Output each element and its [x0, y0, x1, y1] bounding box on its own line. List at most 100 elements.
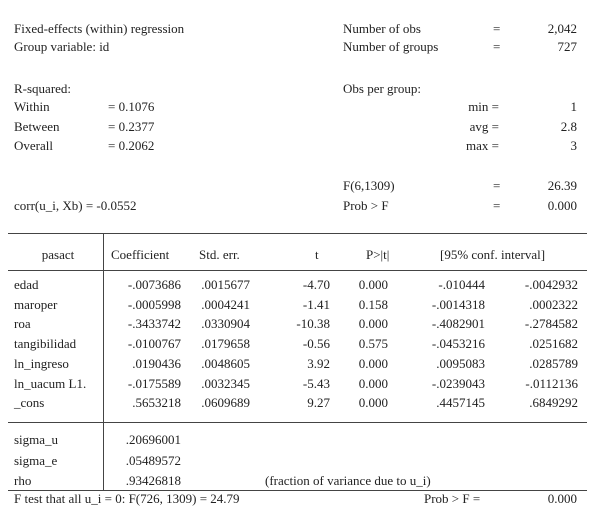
sigma-label: sigma_e [14, 452, 58, 468]
column-header: Coefficient [111, 247, 170, 262]
cell: -.0073686 [127, 277, 181, 292]
sigma-value: .93426818 [125, 473, 181, 488]
rule [8, 490, 587, 491]
obs-value: 1 [570, 99, 578, 114]
correlation: corr(u_i, Xb) = -0.0552 [14, 198, 137, 213]
variable-name: ln_uacum L1. [14, 375, 87, 391]
column-header: P>|t| [366, 247, 390, 262]
cell: .0190436 [132, 355, 181, 371]
cell: -.4082901 [431, 316, 485, 332]
variable-name: ln_ingreso [14, 355, 69, 371]
column-header: Std. err. [199, 247, 240, 262]
cell: -.0239043 [431, 375, 485, 391]
section-label: R-squared: [14, 81, 72, 96]
rsq-value: = 0.2377 [108, 119, 155, 134]
cell: .0179658 [201, 336, 250, 352]
sigma-value: .05489572 [125, 452, 181, 468]
variable-name: tangibilidad [14, 336, 77, 352]
cell: .4457145 [436, 395, 485, 411]
variable-name: roa [14, 316, 31, 332]
rsq-label: Overall [14, 138, 53, 153]
obs-value: 2.8 [560, 119, 577, 134]
cell: 0.158 [358, 296, 388, 312]
cell: .0002322 [529, 296, 578, 312]
cell: -.0100767 [127, 336, 181, 352]
cell: .0048605 [201, 355, 250, 371]
stat-label: Number of obs [343, 21, 421, 36]
cell: .6849292 [529, 395, 578, 411]
section-label: Obs per group: [343, 81, 421, 96]
sigma-label: sigma_u [14, 432, 59, 447]
cell: 3.92 [307, 355, 330, 371]
obs-value: 3 [570, 138, 578, 153]
cell: -5.43 [302, 375, 330, 391]
cell: 9.27 [307, 395, 330, 411]
cell: 0.000 [358, 375, 388, 391]
rule [8, 270, 587, 271]
cell: -.0042932 [524, 277, 578, 292]
cell: .0285789 [529, 355, 578, 371]
obs-label: min = [468, 99, 499, 114]
group-variable: Group variable: id [14, 39, 110, 54]
cell: .0330904 [201, 316, 250, 332]
cell: -10.38 [296, 316, 330, 332]
rule [8, 233, 587, 234]
f-test-label: Prob > F = [424, 491, 481, 506]
rsq-value: = 0.2062 [108, 138, 155, 153]
cell: -.0005998 [127, 296, 181, 312]
cell: -.0453216 [431, 336, 485, 352]
f-test-value: 0.000 [547, 491, 577, 506]
cell: 0.000 [358, 395, 388, 411]
rsq-label: Within [14, 99, 50, 114]
cell: .0015677 [201, 277, 250, 292]
cell: .5653218 [132, 395, 181, 411]
stat-label: Prob > F [343, 198, 389, 213]
column-header: [95% conf. interval] [440, 247, 546, 262]
variable-name: _cons [14, 395, 45, 411]
stat-value: 26.39 [547, 178, 577, 193]
stat-label: F(6,1309) [343, 178, 395, 193]
stat-value: 2,042 [547, 21, 577, 36]
cell: -.010444 [438, 277, 485, 292]
variable-name: edad [14, 277, 39, 292]
stat-value: 727 [557, 39, 578, 54]
cell: .0004241 [201, 296, 250, 312]
f-test: F test that all u_i = 0: F(726, 1309) = … [14, 491, 240, 506]
cell: -.3433742 [127, 316, 181, 332]
obs-label: avg = [469, 119, 499, 134]
equals: = [493, 21, 501, 36]
variable-name: maroper [14, 296, 58, 312]
cell: -0.56 [302, 336, 330, 352]
cell: .0032345 [201, 375, 250, 391]
cell: -1.41 [302, 296, 330, 312]
stat-value: 0.000 [547, 198, 577, 213]
equals: = [493, 39, 501, 54]
divider [103, 233, 104, 490]
note: (fraction of variance due to u_i) [265, 473, 431, 488]
column-header: pasact [41, 247, 75, 262]
cell: .0251682 [529, 336, 578, 352]
rsq-value: = 0.1076 [108, 99, 155, 114]
cell: -.0112136 [525, 375, 578, 391]
cell: .0609689 [201, 395, 250, 411]
equals: = [493, 178, 501, 193]
cell: -.2784582 [524, 316, 578, 332]
stat-label: Number of groups [343, 39, 439, 54]
sigma-label: rho [14, 473, 32, 488]
title: Fixed-effects (within) regression [14, 21, 185, 36]
cell: -.0175589 [127, 375, 181, 391]
sigma-value: .20696001 [125, 432, 181, 447]
rsq-label: Between [14, 119, 60, 134]
cell: 0.000 [358, 277, 388, 292]
cell: 0.000 [358, 316, 388, 332]
cell: .0095083 [436, 355, 485, 371]
column-header: t [315, 247, 319, 262]
cell: -.0014318 [431, 296, 485, 312]
cell: -4.70 [302, 277, 330, 292]
obs-label: max = [466, 138, 499, 153]
equals: = [493, 198, 501, 213]
cell: 0.000 [358, 355, 388, 371]
rule [8, 422, 587, 423]
cell: 0.575 [358, 336, 388, 352]
